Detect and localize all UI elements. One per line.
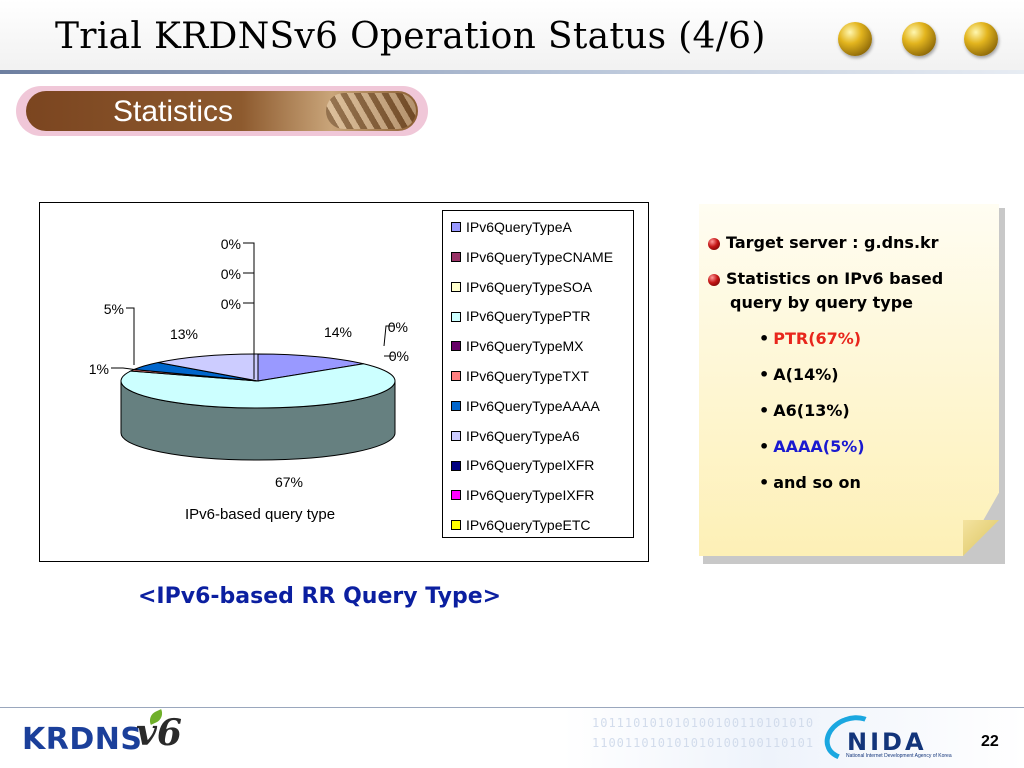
legend-label: IPv6QueryTypeTXT <box>466 368 589 384</box>
legend-entry: IPv6QueryTypeA6 <box>451 428 580 446</box>
data-label: 0% <box>221 236 241 252</box>
legend-entry: IPv6QueryTypeIXFR <box>451 457 594 475</box>
page-title: Trial KRDNSv6 Operation Status (4/6) <box>55 16 766 57</box>
data-label: 0% <box>388 319 408 335</box>
legend-label: IPv6QueryTypeAAAA <box>466 397 600 414</box>
pie-slice <box>158 353 259 382</box>
legend-entry: IPv6QueryTypeMX <box>451 338 584 356</box>
binary-decoration: 101110101010100100110101010 <box>592 716 815 730</box>
legend-entry: IPv6QueryTypeA <box>451 219 572 237</box>
section-title: Statistics <box>113 95 234 128</box>
nida-logo: NIDA <box>847 728 927 756</box>
legend-label: IPv6QueryTypeETC <box>466 517 591 533</box>
sub-item-bullet-icon: • <box>759 473 770 492</box>
legend-label: IPv6QueryTypePTR <box>466 308 591 325</box>
legend-swatch <box>451 460 461 471</box>
pie-chart: 14% 0% 0% 67% 0% 1% 5% 13% 0% 0% IPv6-based query … <box>89 236 409 523</box>
label-leader-line <box>126 307 135 365</box>
legend-swatch <box>451 401 461 412</box>
note-sub-item: • and so on <box>759 473 861 492</box>
legend-entry: IPv6QueryTypeIXFR <box>451 487 594 505</box>
legend-label: IPv6QueryTypeA6 <box>466 427 580 444</box>
legend-label: IPv6QueryTypeSOA <box>466 278 593 295</box>
legend-swatch <box>451 490 461 501</box>
data-label: 14% <box>324 324 352 340</box>
note-bullet-statistics-line2: query by query type <box>730 293 914 312</box>
sub-item-label: PTR(67%) <box>773 329 862 348</box>
gold-dot-icon <box>902 22 936 56</box>
legend-entry: IPv6QueryTypeAAAA <box>451 398 600 416</box>
legend-label: IPv6QueryTypeCNAME <box>466 248 614 265</box>
label-leader-line <box>243 302 255 379</box>
legend-entry: IPv6QueryTypeTXT <box>451 368 589 386</box>
legend-entry: IPv6QueryTypePTR <box>451 308 591 326</box>
nida-logo-subtext: National Internet Development Agency of … <box>846 753 952 759</box>
decorative-dots <box>838 22 998 58</box>
note-sub-item: • A6(13%) <box>759 401 850 420</box>
header-rule <box>0 70 1024 74</box>
legend-entry: IPv6QueryTypeETC <box>451 517 591 535</box>
legend-label: IPv6QueryTypeIXFR <box>466 457 595 474</box>
page-number: 22 <box>981 733 999 750</box>
sticky-note <box>699 204 999 556</box>
sub-item-label: A(14%) <box>773 365 839 384</box>
gold-dot-icon <box>964 22 998 56</box>
sub-item-bullet-icon: • <box>759 365 770 384</box>
section-pill-inner <box>26 91 418 131</box>
legend-swatch <box>451 430 461 441</box>
sub-item-bullet-icon: • <box>759 437 770 456</box>
data-label: 13% <box>170 326 198 342</box>
legend-label: IPv6QueryTypeIXFR <box>466 487 595 504</box>
sub-item-label: A6(13%) <box>773 401 850 420</box>
footer-band <box>0 708 1024 768</box>
legend-swatch <box>451 520 461 531</box>
pie-slice <box>120 363 396 409</box>
label-leader-line <box>383 325 394 347</box>
legend-entry: IPv6QueryTypeSOA <box>451 279 592 297</box>
legend-swatch <box>451 311 461 322</box>
legend-entry: IPv6QueryTypeCNAME <box>451 249 613 267</box>
note-sub-item: • A(14%) <box>759 365 839 384</box>
chart-legend: IPv6QueryTypeA IPv6QueryTypeCNAME IPv6Quer… <box>442 210 634 538</box>
note-sub-item: • PTR(67%) <box>759 329 861 348</box>
legend-swatch <box>451 371 461 382</box>
red-ball-bullet-icon <box>708 274 720 286</box>
red-ball-bullet-icon <box>708 238 720 250</box>
sub-item-label: AAAA(5%) <box>773 437 865 456</box>
figure-caption: <IPv6-based RR Query Type> <box>138 584 502 609</box>
footer-rule <box>0 707 1024 708</box>
data-label: 67% <box>275 474 303 490</box>
data-label: 5% <box>104 301 124 317</box>
pie-slice <box>257 353 364 382</box>
legend-swatch <box>451 341 461 352</box>
legend-swatch <box>451 222 461 233</box>
binary-decoration: 110011010101010100100110101 <box>592 736 815 750</box>
krdns-logo: KRDNS <box>22 722 143 757</box>
sub-item-bullet-icon: • <box>759 401 770 420</box>
data-label: 0% <box>221 266 241 282</box>
data-label: 1% <box>89 361 109 377</box>
sub-item-label: and so on <box>773 473 861 492</box>
data-label: 0% <box>221 296 241 312</box>
gold-dot-icon <box>838 22 872 56</box>
legend-label: IPv6QueryTypeMX <box>466 338 584 355</box>
sub-item-bullet-icon: • <box>759 329 770 348</box>
legend-swatch <box>451 252 461 263</box>
note-bullet-target-server: Target server : g.dns.kr <box>726 233 939 252</box>
data-label: 0% <box>389 348 409 364</box>
note-sub-item: • AAAA(5%) <box>759 437 865 456</box>
legend-swatch <box>451 281 461 292</box>
note-bullet-statistics-line1: Statistics on IPv6 based <box>726 269 944 288</box>
legend-label: IPv6QueryTypeA <box>466 219 572 235</box>
chart-x-label: IPv6-based query type <box>185 506 335 523</box>
section-decoration <box>326 93 416 129</box>
label-leader-line <box>111 367 139 371</box>
